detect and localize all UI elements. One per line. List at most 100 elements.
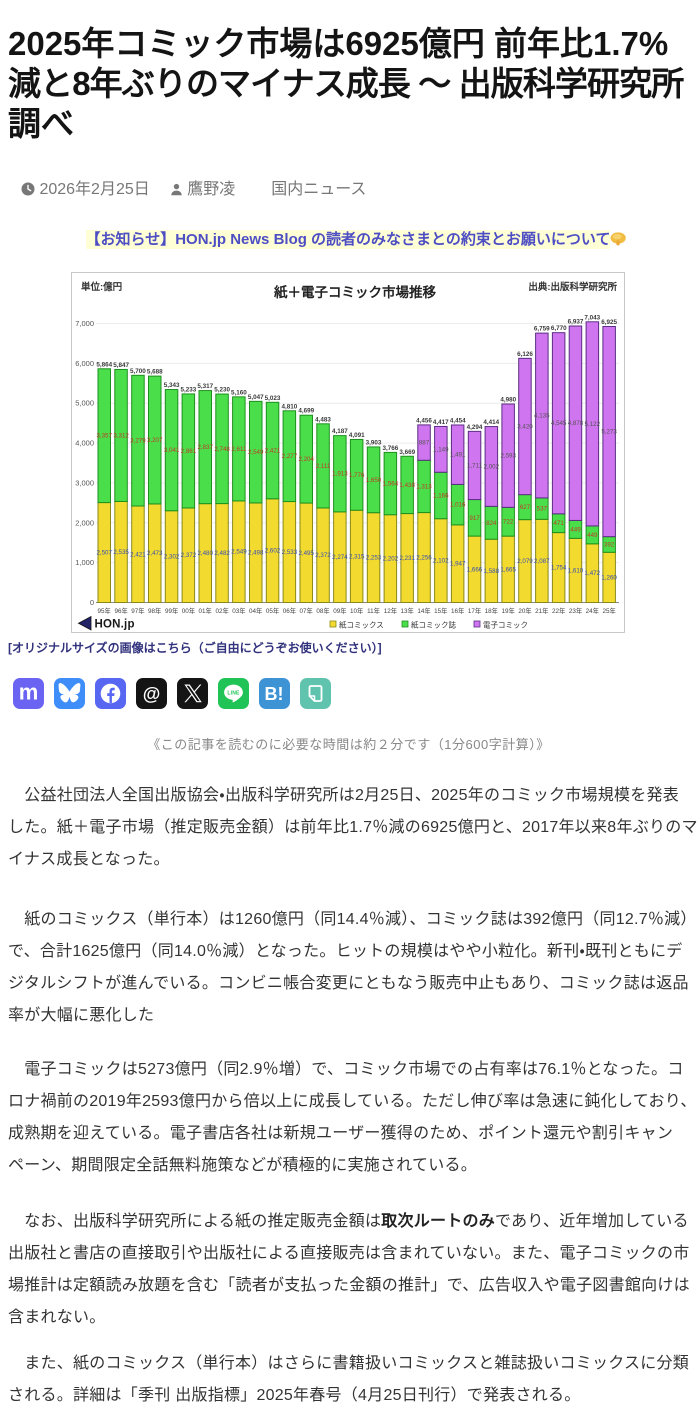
- svg-text:2,748: 2,748: [214, 446, 230, 453]
- svg-text:25年: 25年: [602, 606, 615, 615]
- svg-text:4,294: 4,294: [467, 424, 483, 431]
- svg-text:3,903: 3,903: [366, 439, 382, 446]
- svg-text:2,256: 2,256: [416, 555, 432, 562]
- svg-text:2,535: 2,535: [113, 549, 129, 556]
- svg-text:m: m: [19, 680, 39, 705]
- svg-text:5,700: 5,700: [130, 368, 146, 375]
- svg-text:2,000: 2,000: [75, 518, 94, 527]
- svg-text:14年: 14年: [417, 606, 430, 615]
- svg-text:5,847: 5,847: [113, 362, 129, 369]
- svg-text:2,372: 2,372: [181, 552, 197, 559]
- svg-text:7,000: 7,000: [75, 319, 94, 328]
- svg-text:23年: 23年: [569, 606, 582, 615]
- svg-text:2,202: 2,202: [383, 556, 399, 563]
- svg-text:2,253: 2,253: [366, 555, 382, 562]
- svg-text:05年: 05年: [266, 606, 279, 615]
- svg-text:2,277: 2,277: [282, 453, 298, 460]
- svg-text:4,000: 4,000: [75, 439, 94, 448]
- svg-text:97年: 97年: [131, 606, 144, 615]
- svg-text:1,000: 1,000: [75, 558, 94, 567]
- svg-text:2,421: 2,421: [265, 448, 281, 455]
- svg-text:15年: 15年: [434, 606, 447, 615]
- svg-text:LINE: LINE: [227, 691, 240, 697]
- svg-text:96年: 96年: [114, 606, 127, 615]
- svg-text:6,126: 6,126: [517, 351, 533, 358]
- svg-text:1,776: 1,776: [349, 472, 365, 479]
- svg-text:2,302: 2,302: [164, 554, 180, 561]
- svg-text:4,545: 4,545: [551, 420, 567, 427]
- svg-text:17年: 17年: [468, 606, 481, 615]
- svg-text:98年: 98年: [148, 606, 161, 615]
- svg-text:04年: 04年: [249, 606, 262, 615]
- svg-text:1,313: 1,313: [416, 483, 432, 490]
- svg-text:2,111: 2,111: [316, 463, 331, 470]
- svg-text:4,187: 4,187: [332, 428, 348, 435]
- svg-text:2,231: 2,231: [399, 555, 415, 562]
- svg-text:5,864: 5,864: [96, 361, 112, 368]
- svg-text:1,947: 1,947: [450, 561, 466, 568]
- svg-text:01年: 01年: [199, 606, 212, 615]
- svg-text:5,160: 5,160: [231, 389, 247, 396]
- svg-text:95年: 95年: [98, 606, 111, 615]
- svg-text:2,087: 2,087: [534, 558, 550, 565]
- svg-text:4,980: 4,980: [500, 397, 516, 404]
- svg-text:4,456: 4,456: [416, 417, 432, 424]
- svg-text:6,925: 6,925: [601, 319, 617, 326]
- svg-text:B!: B!: [265, 684, 284, 704]
- svg-text:1,666: 1,666: [467, 566, 483, 573]
- svg-text:20年: 20年: [518, 606, 531, 615]
- svg-text:出典:出版科学研究所: 出典:出版科学研究所: [528, 281, 617, 293]
- svg-text:2,315: 2,315: [349, 553, 365, 560]
- svg-text:2,549: 2,549: [248, 449, 264, 456]
- svg-text:0: 0: [90, 598, 94, 607]
- svg-text:2,204: 2,204: [298, 456, 314, 463]
- svg-text:1,665: 1,665: [500, 566, 516, 573]
- svg-text:2,002: 2,002: [484, 464, 500, 471]
- svg-text:2,480: 2,480: [197, 550, 213, 557]
- svg-text:電子コミック: 電子コミック: [483, 621, 528, 630]
- svg-text:2,611: 2,611: [231, 446, 247, 453]
- svg-text:2,602: 2,602: [265, 548, 281, 555]
- svg-text:1,711: 1,711: [467, 463, 483, 470]
- svg-text:3,279: 3,279: [130, 438, 146, 445]
- svg-text:09年: 09年: [333, 606, 346, 615]
- svg-text:紙コミック誌: 紙コミック誌: [411, 620, 456, 630]
- svg-text:471: 471: [554, 520, 565, 527]
- svg-text:1,588: 1,588: [484, 568, 500, 575]
- svg-text:HON.jp: HON.jp: [95, 619, 135, 631]
- svg-text:2,549: 2,549: [231, 549, 247, 556]
- svg-text:13年: 13年: [401, 606, 414, 615]
- svg-text:1,260: 1,260: [601, 574, 617, 581]
- svg-text:5,233: 5,233: [181, 386, 197, 393]
- svg-text:2,482: 2,482: [214, 550, 230, 557]
- svg-text:1,438: 1,438: [399, 482, 415, 489]
- svg-text:12年: 12年: [384, 606, 397, 615]
- svg-text:4,414: 4,414: [483, 419, 499, 426]
- svg-text:2,861: 2,861: [181, 448, 197, 455]
- svg-text:2,498: 2,498: [248, 550, 264, 557]
- svg-text:449: 449: [587, 532, 598, 539]
- svg-text:887: 887: [419, 440, 430, 447]
- svg-text:449: 449: [570, 526, 581, 533]
- svg-text:7,043: 7,043: [584, 314, 600, 321]
- svg-text:5,230: 5,230: [214, 387, 230, 394]
- svg-text:1,149: 1,149: [433, 446, 449, 453]
- svg-text:2,507: 2,507: [96, 550, 112, 557]
- svg-text:2,079: 2,079: [517, 558, 533, 565]
- svg-text:917: 917: [469, 515, 480, 522]
- svg-text:4,091: 4,091: [349, 432, 365, 439]
- svg-text:21年: 21年: [535, 606, 548, 615]
- svg-text:4,810: 4,810: [282, 403, 298, 410]
- svg-text:5,688: 5,688: [147, 369, 163, 376]
- svg-text:6,759: 6,759: [534, 326, 550, 333]
- svg-text:5,317: 5,317: [197, 383, 213, 390]
- svg-text:6,937: 6,937: [568, 319, 584, 326]
- svg-text:16年: 16年: [451, 606, 464, 615]
- svg-text:07年: 07年: [300, 606, 313, 615]
- svg-text:4,483: 4,483: [315, 416, 331, 423]
- svg-text:1,610: 1,610: [568, 567, 584, 574]
- svg-text:1,754: 1,754: [551, 565, 567, 572]
- svg-text:22年: 22年: [552, 606, 565, 615]
- svg-text:2,495: 2,495: [298, 550, 314, 557]
- svg-text:06年: 06年: [283, 606, 296, 615]
